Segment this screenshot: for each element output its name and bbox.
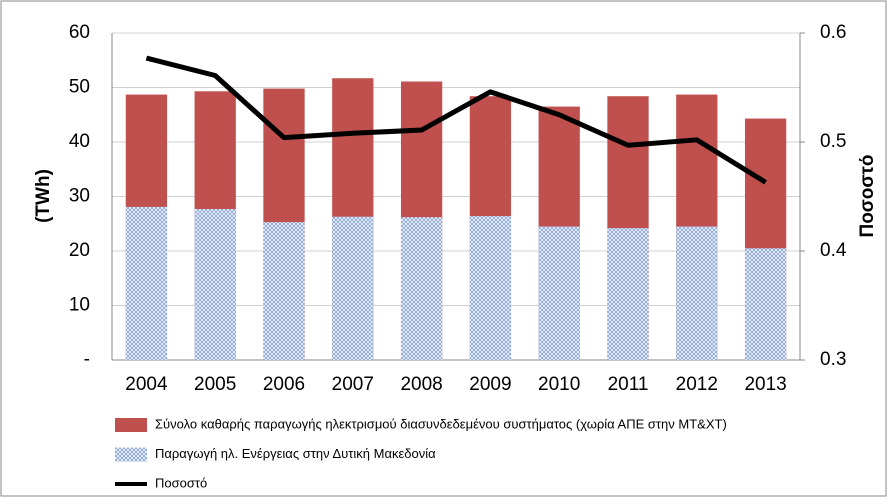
bar <box>332 216 374 360</box>
bar <box>744 248 787 360</box>
x-tick-label: 2006 <box>263 374 305 395</box>
x-tick-label: 2008 <box>400 374 442 395</box>
bar <box>263 222 305 360</box>
x-tick-label: 2013 <box>744 374 786 395</box>
legend-label: Σύνολο καθαρής παραγωγής ηλεκτρισμού δια… <box>155 416 727 431</box>
legend-swatch <box>115 447 147 462</box>
y2-tick-label: 0.3 <box>820 349 846 370</box>
bar <box>607 228 649 360</box>
bar <box>469 216 512 360</box>
y-tick-label: 50 <box>69 77 90 98</box>
y-tick-label: 10 <box>69 295 90 316</box>
legend-label: Παραγωγή ηλ. Ενέργειας στην Δυτική Μακεδ… <box>155 446 436 461</box>
bar <box>676 226 718 360</box>
y2-axis-title: Ποσοστό <box>857 154 878 237</box>
legend-item: Σύνολο καθαρής παραγωγής ηλεκτρισμού δια… <box>115 416 727 432</box>
x-tick-label: 2004 <box>125 374 168 395</box>
x-tick-label: 2010 <box>538 374 580 395</box>
bar <box>194 209 236 360</box>
x-tick-label: 2007 <box>332 374 374 395</box>
bar <box>538 226 580 360</box>
y-tick-label: 60 <box>69 22 90 43</box>
y2-tick-label: 0.6 <box>820 22 846 43</box>
y-tick-label: 40 <box>69 131 90 152</box>
x-tick-label: 2012 <box>676 374 718 395</box>
legend-swatch <box>115 418 147 432</box>
y-tick-label: 30 <box>69 186 90 207</box>
x-tick-label: 2009 <box>469 374 511 395</box>
legend-item: Παραγωγή ηλ. Ενέργειας στην Δυτική Μακεδ… <box>115 446 436 462</box>
y2-tick-label: 0.4 <box>820 240 847 261</box>
bar <box>125 206 168 360</box>
y2-tick-label: 0.5 <box>820 131 846 152</box>
y-axis-title: (TWh) <box>33 169 54 223</box>
x-tick-label: 2005 <box>194 374 236 395</box>
legend-label: Ποσοστό <box>155 475 207 490</box>
x-tick-label: 2011 <box>608 374 649 395</box>
line <box>145 55 767 185</box>
y-tick-label: - <box>84 349 90 370</box>
legend-item: Ποσοστό <box>115 475 207 490</box>
bar <box>400 217 443 360</box>
y-tick-label: 20 <box>69 240 90 261</box>
